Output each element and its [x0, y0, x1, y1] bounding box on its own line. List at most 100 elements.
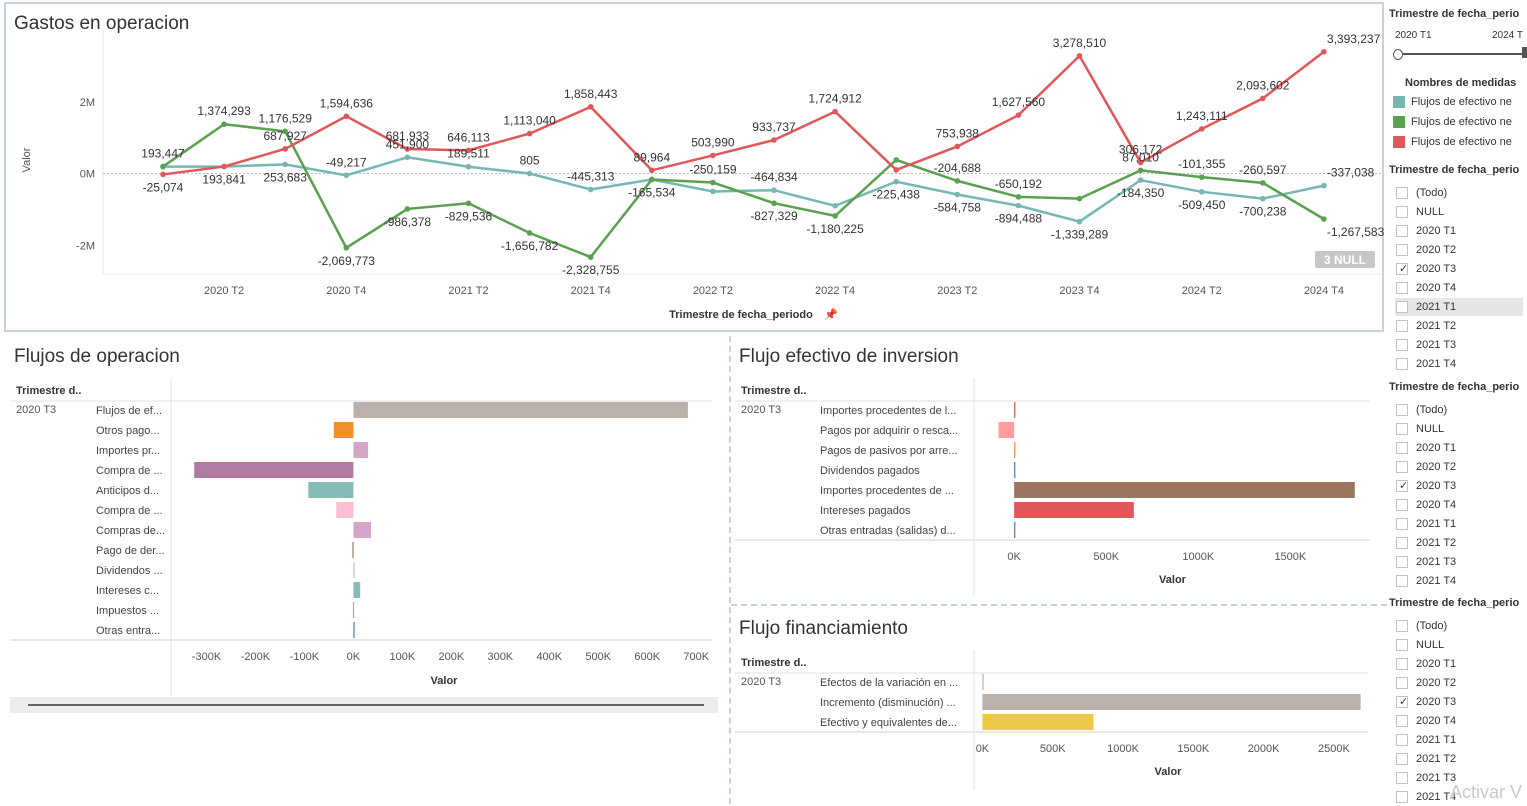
series-point: [710, 179, 716, 186]
top-line-chart[interactable]: 2M 0M -2M Valor 2020 T2 2020 T4 2021 T2 2021 T4…: [0, 0, 1385, 332]
checkbox[interactable]: [1396, 753, 1408, 765]
filter-option[interactable]: (Todo): [1395, 401, 1523, 419]
series-point: [1198, 189, 1205, 195]
checkbox[interactable]: [1396, 187, 1408, 199]
filter-option[interactable]: 2020 T4: [1395, 279, 1523, 297]
checkbox[interactable]: [1396, 518, 1408, 530]
ops-scrollbar-thumb[interactable]: [28, 704, 704, 706]
slider-track[interactable]: [1396, 53, 1527, 55]
checkbox[interactable]: [1396, 423, 1408, 435]
checkbox[interactable]: [1396, 537, 1408, 549]
slider-handle-right[interactable]: [1522, 47, 1527, 58]
filter-option[interactable]: ✓ 2020 T3: [1395, 693, 1523, 711]
filter-option[interactable]: NULL: [1395, 203, 1523, 221]
checkbox[interactable]: ✓: [1396, 696, 1408, 708]
filter-option[interactable]: 2021 T2: [1395, 534, 1523, 552]
checkbox[interactable]: [1396, 772, 1408, 784]
checkbox[interactable]: [1396, 282, 1408, 294]
data-label: 3,278,510: [1053, 36, 1107, 50]
category-label: Compra de ...: [96, 465, 163, 477]
filter-option-label: 2020 T4: [1416, 499, 1457, 511]
inv-bar-chart[interactable]: Importes procedentes de l... Pagos por ad…: [0, 0, 1385, 600]
fin-bar-chart[interactable]: Efectos de la variación en ... Incremento…: [0, 0, 1385, 806]
series-point: [1321, 48, 1327, 55]
filter-option[interactable]: 2020 T2: [1395, 458, 1523, 476]
bar: [998, 422, 1015, 438]
data-label: -1,180,225: [806, 222, 864, 236]
checkbox[interactable]: [1396, 358, 1408, 370]
checkbox[interactable]: ✓: [1396, 263, 1408, 275]
series-point: [160, 171, 166, 178]
filter-option[interactable]: ✓ 2020 T3: [1395, 477, 1523, 495]
checkbox[interactable]: [1396, 320, 1408, 332]
filter-option[interactable]: 2021 T1: [1395, 515, 1523, 533]
filter-option-label: 2020 T2: [1416, 244, 1457, 256]
filter-option[interactable]: 2020 T4: [1395, 712, 1523, 730]
legend-title: Nombres de medidas: [1405, 77, 1517, 89]
checkbox[interactable]: [1396, 499, 1408, 511]
data-label: -25,074: [143, 180, 184, 194]
filter-option[interactable]: 2021 T3: [1395, 336, 1523, 354]
series-point: [832, 213, 838, 219]
filter-option-label: (Todo): [1416, 404, 1448, 416]
checkbox[interactable]: [1396, 301, 1408, 313]
filter-option[interactable]: 2021 T3: [1395, 553, 1523, 571]
filter-option[interactable]: 2021 T4: [1395, 355, 1523, 373]
slider-handle-left[interactable]: [1393, 49, 1403, 60]
filter-option[interactable]: 2020 T4: [1395, 496, 1523, 514]
pin-icon: 📌: [824, 307, 838, 321]
filter-option[interactable]: 2021 T2: [1395, 750, 1523, 768]
checkbox[interactable]: [1396, 715, 1408, 727]
filter-option[interactable]: 2021 T2: [1395, 317, 1523, 335]
ops-scrollbar[interactable]: [10, 697, 718, 713]
series-point: [1015, 202, 1022, 209]
checkbox[interactable]: [1396, 575, 1408, 587]
filter-option[interactable]: 2021 T4: [1395, 572, 1523, 590]
series-point: [1015, 194, 1022, 200]
filter-option[interactable]: 2021 T1: [1395, 298, 1523, 316]
ops-bar-chart[interactable]: Flujos de ef... Otros pago... Importes pr.…: [0, 0, 730, 720]
filter-option[interactable]: 2021 T1: [1395, 731, 1523, 749]
activation-watermark: Activar V: [1450, 782, 1523, 802]
filter-option[interactable]: 2021 T4: [1395, 788, 1523, 806]
filter-option[interactable]: ✓ 2020 T3: [1395, 260, 1523, 278]
checkbox[interactable]: [1396, 639, 1408, 651]
x-tick-label: 2024 T4: [1304, 285, 1344, 297]
category-label: Pagos por adquirir o resca...: [820, 425, 958, 437]
checkbox[interactable]: [1396, 244, 1408, 256]
checkbox[interactable]: [1396, 734, 1408, 746]
series-point: [404, 206, 411, 212]
checkbox[interactable]: [1396, 339, 1408, 351]
filter-option[interactable]: 2020 T2: [1395, 241, 1523, 259]
filter-option[interactable]: 2020 T1: [1395, 439, 1523, 457]
bar: [1014, 502, 1134, 518]
filter-option[interactable]: NULL: [1395, 420, 1523, 438]
x-tick-label: -100K: [290, 651, 320, 663]
filter-option-label: 2021 T3: [1416, 556, 1457, 568]
checkbox[interactable]: [1396, 677, 1408, 689]
checkbox[interactable]: [1396, 620, 1408, 632]
filter-option[interactable]: (Todo): [1395, 184, 1523, 202]
filter-option[interactable]: 2021 T3: [1395, 769, 1523, 787]
category-label: Otros pago...: [96, 425, 160, 437]
filter-option[interactable]: 2020 T2: [1395, 674, 1523, 692]
checkbox[interactable]: [1396, 791, 1408, 803]
checkbox[interactable]: [1396, 404, 1408, 416]
filter-option[interactable]: NULL: [1395, 636, 1523, 654]
checkbox[interactable]: ✓: [1396, 480, 1408, 492]
checkbox[interactable]: [1396, 556, 1408, 568]
checkbox[interactable]: [1396, 461, 1408, 473]
bar: [308, 482, 354, 498]
checkbox[interactable]: [1396, 658, 1408, 670]
checkbox[interactable]: [1396, 442, 1408, 454]
checkbox[interactable]: [1396, 206, 1408, 218]
series-point: [282, 161, 289, 168]
filter-option[interactable]: 2020 T1: [1395, 222, 1523, 240]
category-label: Dividendos ...: [96, 565, 163, 577]
x-axis-title: Trimestre de fecha_periodo: [669, 309, 813, 321]
data-label: 1,594,636: [320, 96, 374, 110]
checkbox[interactable]: [1396, 225, 1408, 237]
filter-option[interactable]: (Todo): [1395, 617, 1523, 635]
filter-option[interactable]: 2020 T1: [1395, 655, 1523, 673]
data-label: 805: [520, 154, 540, 168]
